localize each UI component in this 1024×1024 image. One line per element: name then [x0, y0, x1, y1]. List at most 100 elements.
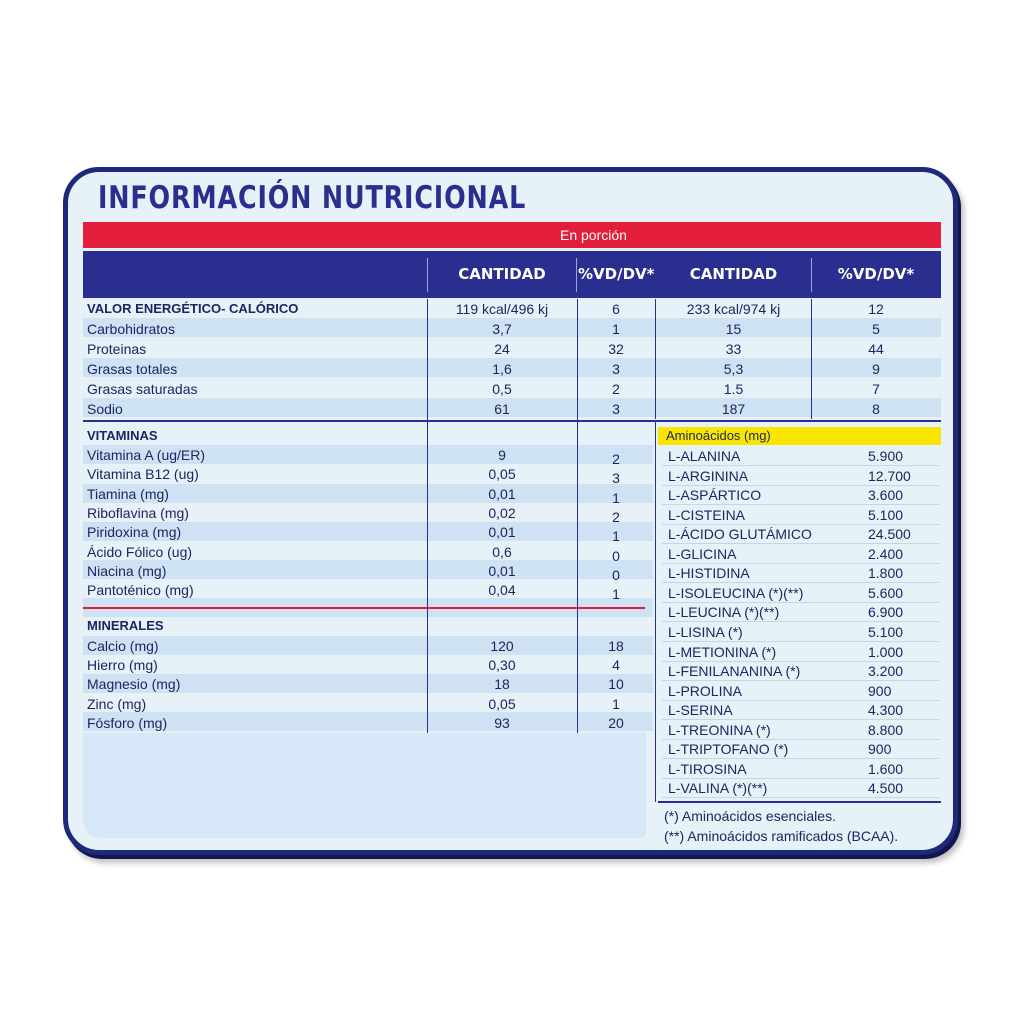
- column-header-row: CANTIDAD %VD/DV* CANTIDAD %VD/DV*: [83, 251, 941, 298]
- mineral-qty: 18: [494, 676, 510, 693]
- vitamin-label: Tiamina (mg): [87, 485, 169, 502]
- vitamin-qty: 9: [498, 447, 506, 463]
- vitamin-label: Vitamina A (ug/ER): [87, 447, 206, 463]
- row-band: [83, 674, 653, 693]
- mineral-vd: 18: [608, 638, 624, 654]
- vitamin-qty: 0,02: [488, 504, 516, 521]
- aminoacid-value: 3.600: [868, 487, 904, 504]
- mineral-qty: 0,05: [488, 695, 516, 712]
- energy-vd-2: 9: [872, 361, 880, 377]
- mineral-vd: 20: [608, 714, 624, 731]
- energy-label: Proteinas: [87, 341, 147, 357]
- vitamin-label: Niacina (mg): [87, 562, 167, 579]
- energy-qty-1: 24: [494, 341, 510, 357]
- aminoacid-value: 900: [868, 741, 892, 758]
- portion-label: En porción: [560, 227, 627, 243]
- row-band: [83, 636, 653, 655]
- aminoacid-separator: [662, 582, 940, 584]
- aminoacids-bottom-rule: [658, 801, 941, 803]
- aminoacid-name: L-PROLINA: [668, 682, 742, 699]
- aminoacid-value: 5.100: [868, 623, 904, 640]
- aminoacid-separator: [662, 719, 940, 721]
- aminoacid-value: 4.500: [868, 780, 904, 797]
- energy-qty-2: 15: [725, 321, 742, 337]
- energy-qty-2: 233 kcal/974 kj: [686, 301, 781, 317]
- row-band: [83, 484, 653, 503]
- vitamins-minerals-divider: [83, 607, 645, 609]
- vitamin-label: Riboflavina (mg): [87, 504, 189, 521]
- energy-label: Carbohidratos: [87, 321, 175, 337]
- mineral-vd: 1: [612, 695, 620, 712]
- energy-vd-2: 7: [872, 381, 880, 397]
- aminoacid-separator: [662, 543, 940, 545]
- aminoacid-separator: [662, 484, 940, 486]
- aminoacid-name: L-GLICINA: [668, 545, 737, 562]
- mineral-label: Calcio (mg): [87, 638, 159, 654]
- aminoacid-separator: [662, 699, 940, 701]
- aminoacid-value: 1.800: [868, 565, 904, 582]
- aminoacid-name: L-SERINA: [668, 702, 733, 719]
- vitamin-qty: 0,01: [488, 485, 516, 502]
- aminoacid-separator: [662, 660, 940, 662]
- aminoacid-value: 24.500: [868, 526, 911, 543]
- aminoacid-name: L-HISTIDINA: [668, 565, 750, 582]
- vitamin-qty: 0,01: [488, 524, 516, 541]
- energy-vd-1: 1: [612, 321, 620, 337]
- aminoacid-value: 1.600: [868, 760, 904, 777]
- aminoacid-separator: [662, 621, 940, 623]
- vitamin-vd: 0: [612, 547, 620, 564]
- aminoacid-name: L-LISINA (*): [668, 623, 743, 640]
- mineral-qty: 120: [490, 638, 514, 654]
- minerals-title: MINERALES: [87, 618, 164, 633]
- mineral-vd: 4: [612, 657, 620, 674]
- vitamin-vd: 3: [612, 470, 620, 487]
- aminoacid-separator: [662, 777, 940, 779]
- footnote-bcaa: (**) Aminoácidos ramificados (BCAA).: [664, 828, 899, 844]
- aminoacid-name: L-ÁCIDO GLUTÁMICO: [668, 526, 812, 543]
- vitamin-label: Vitamina B12 (ug): [87, 466, 199, 483]
- vitamins-title: VITAMINAS: [87, 428, 158, 443]
- vitamin-qty: 0,05: [488, 466, 516, 483]
- mineral-label: Hierro (mg): [87, 657, 158, 674]
- mineral-label: Zinc (mg): [87, 695, 147, 712]
- energy-label: Sodio: [87, 401, 123, 417]
- vitamin-qty: 0,01: [488, 562, 516, 579]
- energy-vd-1: 6: [612, 301, 620, 317]
- mineral-label: Magnesio (mg): [87, 676, 181, 693]
- energy-label: VALOR ENERGÉTICO- CALÓRICO: [87, 301, 299, 316]
- aminoacid-name: L-METIONINA (*): [668, 643, 777, 660]
- energy-qty-1: 119 kcal/496 kj: [455, 301, 549, 317]
- energy-vd-1: 3: [612, 401, 620, 417]
- aminoacid-name: L-FENILANANINA (*): [668, 663, 801, 680]
- header-cantidad-2: CANTIDAD: [689, 265, 778, 283]
- aminoacid-value: 5.600: [868, 584, 904, 601]
- aminoacid-name: L-LEUCINA (*)(**): [668, 604, 780, 621]
- column-line: [655, 422, 656, 802]
- aminoacid-name: L-TRIPTOFANO (*): [668, 741, 789, 758]
- aminoacid-name: L-ARGININA: [668, 467, 749, 484]
- vitamin-label: Piridoxina (mg): [87, 524, 182, 541]
- energy-qty-2: 33: [725, 341, 742, 357]
- row-band: [83, 522, 653, 541]
- aminoacid-separator: [662, 523, 940, 525]
- page-title: INFORMACIÓN NUTRICIONAL: [98, 180, 527, 216]
- vitamin-label: Pantoténico (mg): [87, 582, 194, 599]
- row-band: [83, 712, 653, 731]
- mineral-label: Fósforo (mg): [87, 714, 168, 731]
- header-divider: [576, 258, 577, 292]
- aminoacid-value: 12.700: [868, 467, 911, 484]
- aminoacid-separator: [662, 758, 940, 760]
- energy-qty-2: 187: [721, 401, 746, 417]
- footnote-essential: (*) Aminoácidos esenciales.: [664, 808, 836, 824]
- header-vd-2: %VD/DV*: [837, 265, 915, 283]
- vitamin-vd: 2: [612, 508, 620, 525]
- column-line: [655, 299, 656, 419]
- mineral-qty: 0,30: [488, 657, 516, 674]
- column-line: [427, 299, 428, 733]
- header-divider: [427, 258, 428, 292]
- aminoacid-value: 2.400: [868, 545, 904, 562]
- aminoacid-value: 1.000: [868, 643, 904, 660]
- header-divider: [811, 258, 812, 292]
- vitamin-label: Ácido Fólico (ug): [87, 543, 193, 560]
- aminoacid-separator: [662, 562, 940, 564]
